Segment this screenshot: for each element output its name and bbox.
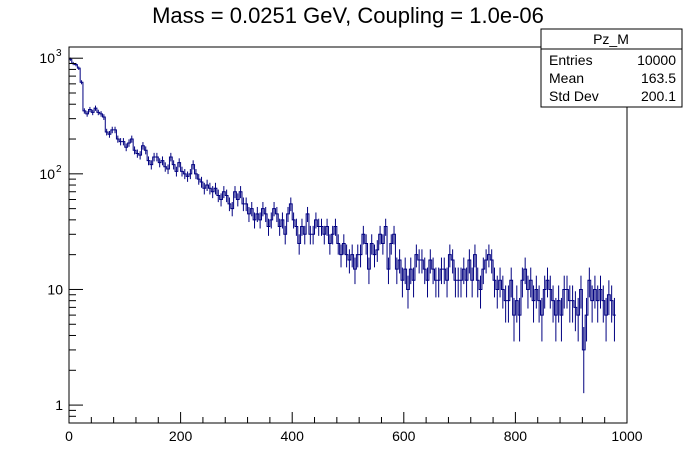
stats-value-mean: 163.5 [641,70,676,86]
y-tick-label: 10 [39,166,55,182]
x-tick-label: 600 [392,428,416,444]
stats-label-stddev: Std Dev [549,88,599,104]
y-tick-label: 1 [55,397,63,413]
stats-label-mean: Mean [549,70,584,86]
stats-label-entries: Entries [549,52,593,68]
stats-box-frame [540,28,683,108]
y-tick-exponent: 2 [56,164,62,175]
x-tick-label: 400 [281,428,305,444]
stats-box-name: Pz_M [593,31,629,47]
chart-title: Mass = 0.0251 GeV, Coupling = 1.0e-06 [152,3,544,28]
x-tick-label: 800 [504,428,528,444]
y-tick-exponent: 3 [56,48,62,59]
x-tick-label: 1000 [611,428,642,444]
y-tick-label: 10 [47,281,63,297]
stats-value-stddev: 200.1 [641,88,676,104]
plot-frame [68,46,628,424]
y-tick-label: 10 [39,50,55,66]
histogram-layer [69,57,616,394]
x-tick-label: 0 [65,428,73,444]
stats-value-entries: 10000 [637,52,676,68]
stats-box: Pz_M Entries 10000 Mean 163.5 Std Dev 20… [540,28,683,108]
x-tick-label: 200 [169,428,193,444]
